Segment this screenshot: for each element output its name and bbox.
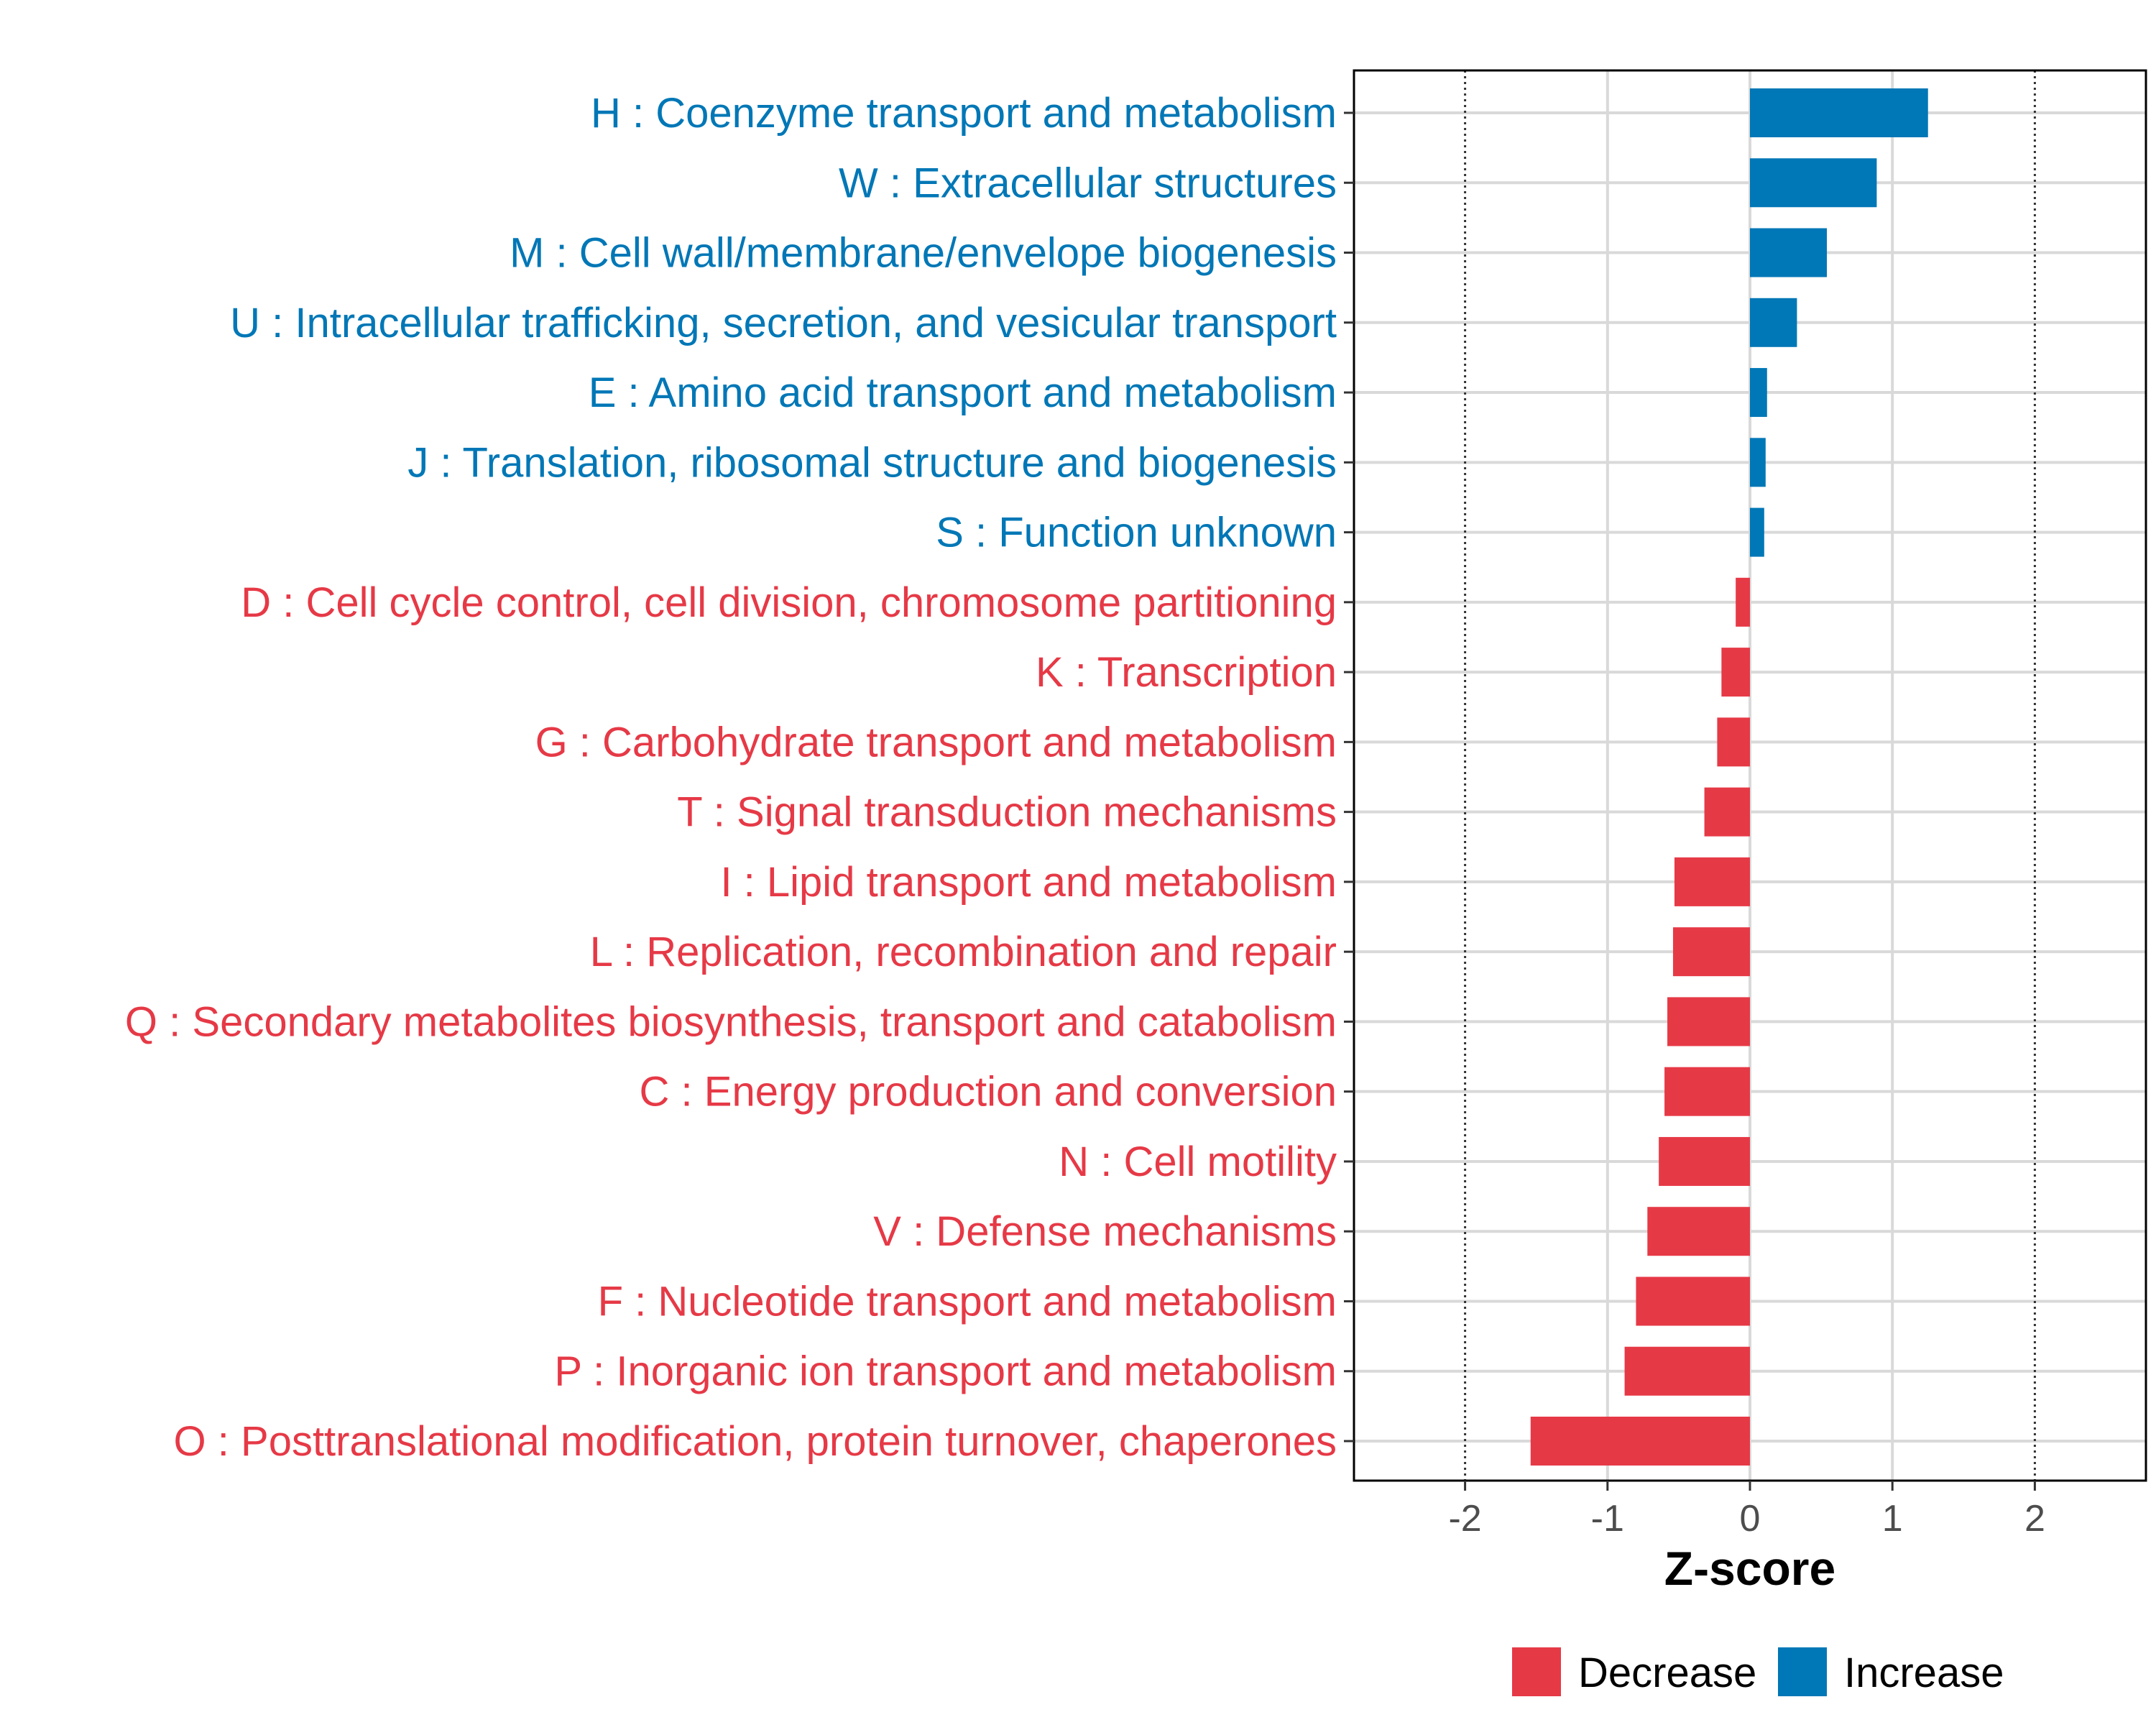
legend-swatch [1512, 1647, 1561, 1696]
bar [1750, 368, 1767, 418]
bar [1750, 228, 1828, 277]
bar [1530, 1417, 1750, 1466]
bar [1717, 717, 1750, 767]
legend-swatch [1778, 1647, 1827, 1696]
category-label: F : Nucleotide transport and metabolism [598, 1278, 1337, 1325]
legend-label: Decrease [1578, 1650, 1756, 1696]
category-label: Q : Secondary metabolites biosynthesis, … [125, 998, 1337, 1045]
bar [1736, 577, 1750, 627]
category-label: L : Replication, recombination and repai… [590, 929, 1337, 975]
bar [1750, 298, 1797, 347]
category-label: M : Cell wall/membrane/envelope biogenes… [510, 230, 1337, 277]
y-axis-ticks [1344, 111, 1354, 1443]
category-label: I : Lipid transport and metabolism [720, 859, 1337, 906]
bar [1667, 997, 1750, 1046]
category-label: N : Cell motility [1059, 1138, 1337, 1185]
bar [1750, 88, 1928, 137]
bar [1647, 1207, 1750, 1256]
x-axis-title: Z-score [1664, 1542, 1835, 1595]
bar [1659, 1136, 1750, 1186]
category-label: D : Cell cycle control, cell division, c… [241, 579, 1337, 626]
x-tick-label: -1 [1591, 1498, 1624, 1540]
category-label: V : Defense mechanisms [873, 1208, 1337, 1255]
category-label: T : Signal transduction mechanisms [677, 789, 1337, 836]
bar [1674, 857, 1750, 906]
x-tick-label: -2 [1448, 1498, 1481, 1540]
bar [1664, 1067, 1750, 1116]
bar [1750, 158, 1877, 208]
legend: Decrease Increase [1512, 1647, 2004, 1696]
x-tick-label: 2 [2024, 1498, 2045, 1540]
x-tick-label: 1 [1882, 1498, 1903, 1540]
bar [1624, 1346, 1750, 1396]
bar [1672, 927, 1750, 977]
bar [1704, 787, 1750, 837]
category-label: U : Intracellular trafficking, secretion… [230, 300, 1337, 346]
category-label: S : Function unknown [936, 510, 1337, 556]
category-label: K : Transcription [1036, 649, 1337, 696]
category-label: W : Extracellular structures [839, 160, 1337, 206]
legend-label: Increase [1844, 1650, 2004, 1696]
x-tick-label: 0 [1740, 1498, 1761, 1540]
category-labels: H : Coenzyme transport and metabolism W :… [125, 90, 1337, 1465]
x-axis-ticks: -2 -1 0 1 2 [1448, 1481, 2045, 1540]
bar [1721, 648, 1750, 697]
category-label: P : Inorganic ion transport and metaboli… [554, 1348, 1337, 1395]
category-label: J : Translation, ribosomal structure and… [407, 439, 1337, 486]
category-label: C : Energy production and conversion [640, 1069, 1337, 1116]
bar [1750, 507, 1764, 557]
category-label: E : Amino acid transport and metabolism [589, 369, 1337, 416]
bar [1636, 1276, 1750, 1326]
bars [1530, 88, 1928, 1466]
category-label: H : Coenzyme transport and metabolism [591, 90, 1337, 137]
category-label: G : Carbohydrate transport and metabolis… [535, 719, 1337, 765]
bar [1750, 438, 1766, 487]
category-label: O : Posttranslational modification, prot… [174, 1418, 1337, 1465]
